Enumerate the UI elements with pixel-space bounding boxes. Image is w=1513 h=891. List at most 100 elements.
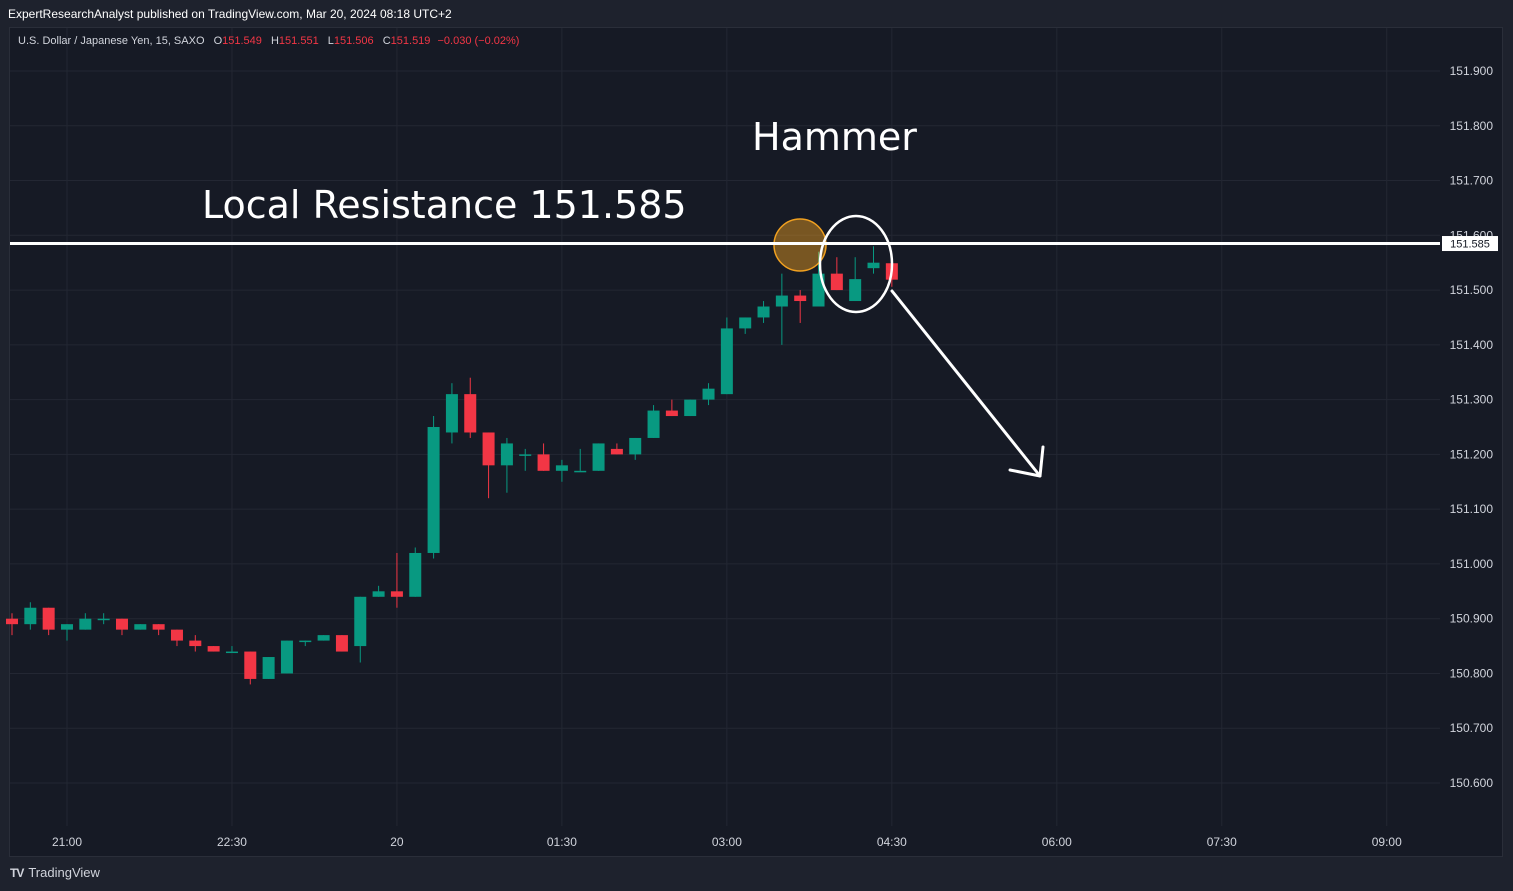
candle[interactable] — [739, 317, 752, 334]
x-tick-label: 22:30 — [217, 835, 247, 849]
candle[interactable] — [647, 405, 660, 438]
candle[interactable] — [317, 635, 330, 641]
publisher-line: ExpertResearchAnalyst published on Tradi… — [8, 7, 452, 21]
x-tick-label: 04:30 — [877, 835, 907, 849]
y-tick-label: 151.100 — [1450, 502, 1494, 516]
legend-open-label: O — [213, 35, 223, 47]
y-tick-label: 151.400 — [1450, 338, 1494, 352]
candle-body — [464, 394, 477, 433]
candle-body — [775, 295, 788, 307]
candle-body — [60, 624, 73, 630]
candle[interactable] — [665, 399, 678, 417]
x-tick-label: 01:30 — [547, 835, 577, 849]
candle[interactable] — [720, 317, 733, 395]
candle-body — [24, 607, 37, 625]
candle-body — [6, 618, 18, 625]
candle-body — [647, 410, 660, 438]
candle[interactable] — [24, 602, 37, 630]
candle[interactable] — [500, 437, 513, 493]
resistance-annotation-label: Local Resistance 151.585 — [202, 183, 687, 227]
time-axis: 21:00 22:30 20 01:30 03:00 04:30 06:00 07:30 09:… — [52, 835, 1402, 849]
candle[interactable] — [409, 547, 422, 597]
candle[interactable] — [830, 257, 843, 291]
candle-body — [280, 640, 293, 674]
candle[interactable] — [702, 383, 715, 406]
candle-body — [317, 635, 330, 641]
candle[interactable] — [592, 443, 605, 471]
x-tick-label: 09:00 — [1372, 835, 1402, 849]
price-axis: 151.900151.800151.700151.600151.500151.4… — [1450, 64, 1494, 790]
legend-close-label: C — [382, 35, 391, 47]
candle[interactable] — [445, 383, 458, 444]
candle[interactable] — [390, 552, 403, 608]
candle-body — [555, 465, 568, 471]
y-tick-label: 150.800 — [1450, 666, 1494, 680]
candle-body — [409, 552, 422, 597]
y-tick-label: 151.700 — [1450, 174, 1494, 188]
candle-body — [757, 306, 770, 318]
candle[interactable] — [482, 432, 495, 499]
candle-body — [170, 629, 183, 641]
candle[interactable] — [299, 640, 312, 647]
candle[interactable] — [152, 624, 165, 636]
tradingview-footer[interactable]: TV TradingView — [10, 865, 100, 880]
candle-body — [794, 295, 807, 302]
candle[interactable] — [262, 657, 275, 679]
candle-body — [225, 651, 238, 654]
candle[interactable] — [354, 596, 367, 663]
candle[interactable] — [372, 585, 385, 597]
candle-body — [665, 410, 678, 417]
candle-body — [537, 454, 550, 471]
y-tick-label: 151.000 — [1450, 557, 1494, 571]
legend-high-label: H — [270, 35, 279, 47]
candle-body — [244, 651, 257, 679]
candle[interactable] — [244, 651, 257, 685]
candle[interactable] — [519, 448, 532, 471]
candle[interactable] — [97, 613, 110, 625]
candle-body — [500, 443, 513, 466]
legend-symbol: U.S. Dollar / Japanese Yen, 15, SAXO — [18, 35, 205, 47]
chart-frame[interactable] — [9, 27, 1503, 857]
y-tick-label: 151.900 — [1450, 64, 1494, 78]
candle[interactable] — [79, 613, 92, 630]
candle[interactable] — [189, 635, 202, 652]
hammer-annotation-label: Hammer — [752, 115, 917, 159]
tradingview-logo-icon: TV — [10, 865, 24, 880]
candle-body — [702, 388, 715, 400]
candle[interactable] — [794, 290, 807, 323]
candle[interactable] — [610, 443, 623, 455]
candle-body — [372, 591, 385, 597]
candle[interactable] — [427, 416, 440, 559]
candle[interactable] — [555, 459, 568, 482]
candle[interactable] — [42, 607, 55, 636]
candle[interactable] — [60, 624, 73, 641]
candle-body — [849, 279, 862, 302]
legend-low-label: L — [327, 35, 334, 47]
candle[interactable] — [757, 301, 770, 323]
candle[interactable] — [849, 257, 862, 302]
candle-body — [574, 470, 587, 473]
candle[interactable] — [684, 399, 697, 417]
candle[interactable] — [134, 624, 147, 630]
y-tick-label: 151.300 — [1450, 393, 1494, 407]
x-tick-label: 03:00 — [712, 835, 742, 849]
candle[interactable] — [115, 618, 128, 636]
candle-body — [629, 437, 642, 455]
candle[interactable] — [6, 613, 18, 636]
candle[interactable] — [225, 646, 238, 654]
legend-change: −0.030 (−0.02%) — [437, 35, 520, 47]
candle[interactable] — [335, 635, 348, 652]
candle-body — [739, 317, 752, 329]
candle[interactable] — [775, 273, 788, 345]
candle[interactable] — [574, 448, 587, 473]
candle[interactable] — [170, 629, 183, 647]
candle[interactable] — [464, 377, 477, 438]
candle[interactable] — [867, 246, 880, 274]
candle[interactable] — [537, 443, 550, 471]
candle[interactable] — [207, 646, 220, 652]
candle[interactable] — [629, 437, 642, 460]
resistance-price-tag: 151.585 — [1442, 236, 1498, 252]
candle-body — [79, 618, 92, 630]
candle[interactable] — [280, 640, 293, 674]
